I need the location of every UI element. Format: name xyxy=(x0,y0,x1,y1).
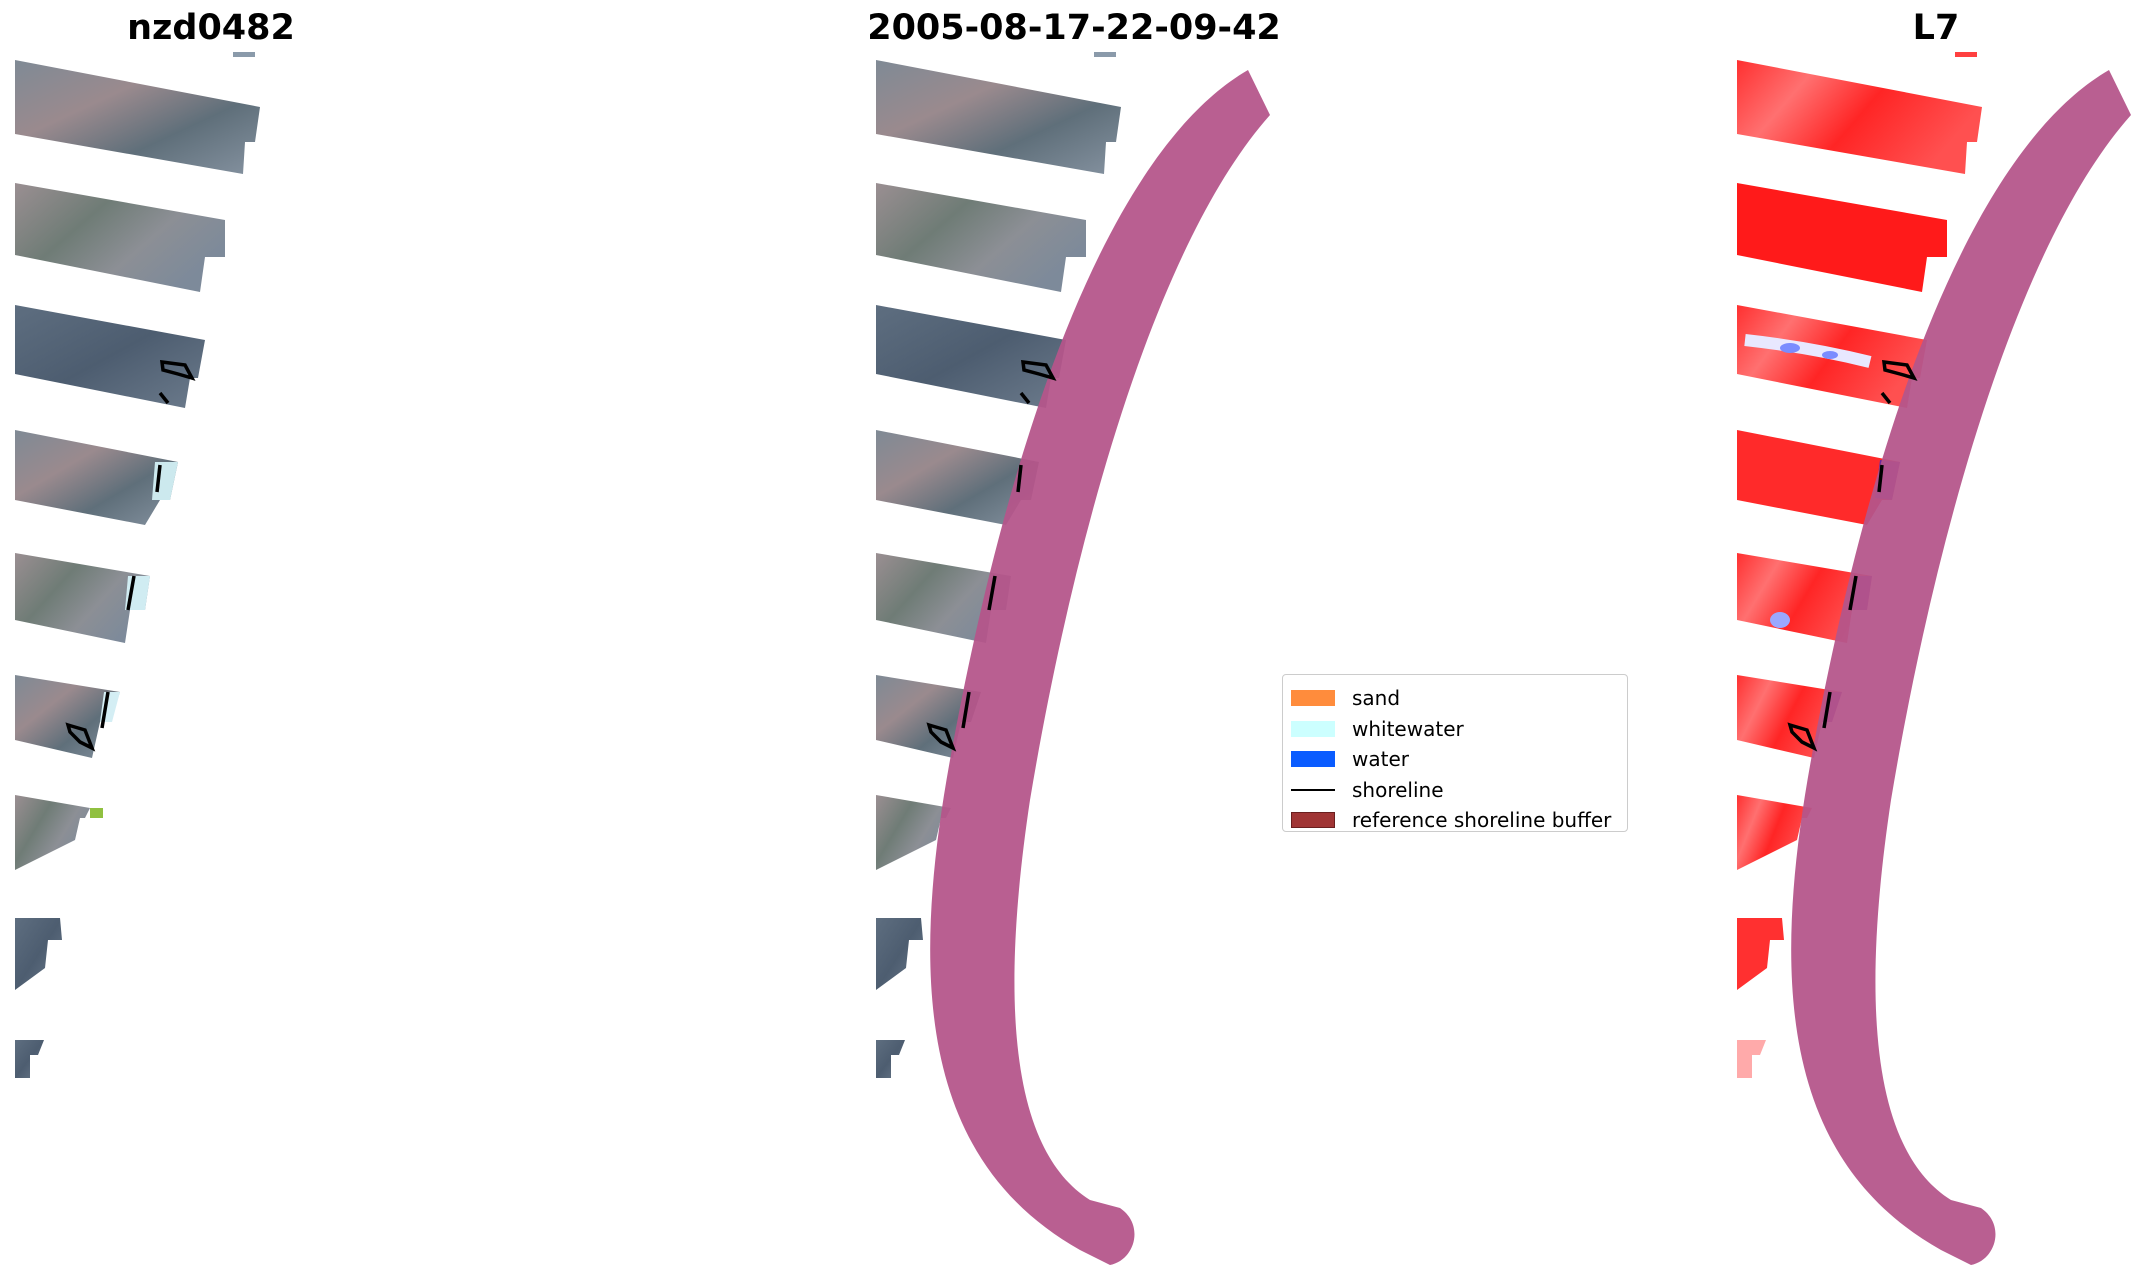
legend-label: water xyxy=(1352,747,1409,772)
legend-label: reference shoreline buffer xyxy=(1352,808,1612,833)
right-shoreline xyxy=(1787,359,1918,752)
legend: sand whitewater water shoreline referenc… xyxy=(1282,674,1628,832)
legend-swatch-shoreline xyxy=(1291,788,1335,791)
legend-item-sand: sand xyxy=(1291,683,1627,714)
legend-item-whitewater: whitewater xyxy=(1291,714,1627,745)
legend-label: sand xyxy=(1352,686,1401,711)
legend-item-shoreline: shoreline xyxy=(1291,775,1627,806)
legend-item-water: water xyxy=(1291,744,1627,775)
legend-swatch-whitewater xyxy=(1291,720,1335,737)
middle-rgb-image xyxy=(876,52,1121,1078)
right-index-image xyxy=(1737,52,1982,1078)
legend-item-reference-buffer: reference shoreline buffer xyxy=(1291,805,1627,836)
right-reference-buffer xyxy=(1791,70,2131,1265)
panel-title-site: nzd0482 xyxy=(127,8,295,48)
legend-swatch-reference-buffer xyxy=(1291,812,1335,829)
panel-title-satellite: L7 xyxy=(1912,8,1960,48)
left-shoreline xyxy=(65,359,196,752)
middle-shoreline xyxy=(926,359,1057,752)
legend-swatch-water xyxy=(1291,751,1335,768)
legend-label: whitewater xyxy=(1352,716,1464,741)
left-rgb-image xyxy=(15,52,260,1078)
middle-reference-buffer xyxy=(930,70,1270,1265)
legend-label: shoreline xyxy=(1352,777,1444,802)
panel-title-date: 2005-08-17-22-09-42 xyxy=(867,8,1281,48)
legend-swatch-sand xyxy=(1291,690,1335,707)
